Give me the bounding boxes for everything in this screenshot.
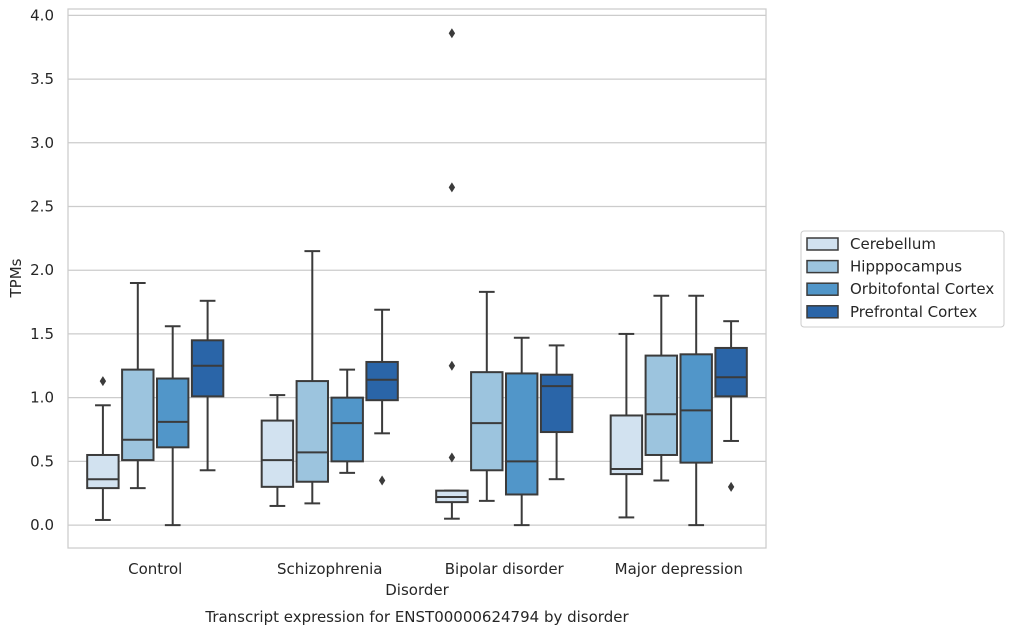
- iqr-box: [86, 453, 120, 490]
- y-tick-label: 4.0: [30, 6, 54, 24]
- legend-item: Orbitofontal Cortex: [806, 280, 994, 298]
- y-tick-labels: 0.0 0.5 1.0 1.5 2.0 2.5 3.0 3.5 4.0: [30, 6, 54, 534]
- x-axis-label: Disorder: [385, 581, 449, 599]
- y-tick-label: 3.5: [30, 70, 54, 88]
- box-prefrontal-cortex: [190, 299, 225, 472]
- legend-label: Orbitofontal Cortex: [850, 280, 994, 298]
- legend-item: Cerebellum: [806, 235, 936, 253]
- box-cerebellum: [260, 394, 295, 507]
- x-tick-label: Major depression: [615, 560, 743, 578]
- y-tick-label: 2.5: [30, 198, 54, 216]
- box-hipppocampus: [644, 294, 679, 482]
- legend-label: Cerebellum: [850, 235, 936, 253]
- outlier-point: [448, 28, 456, 39]
- y-tick-label: 1.0: [30, 389, 54, 407]
- iqr-box: [609, 414, 644, 476]
- box-prefrontal-cortex: [714, 320, 748, 492]
- box-prefrontal-cortex: [365, 308, 399, 486]
- legend: Cerebellum Hipppocampus Orbitofontal Corte…: [800, 230, 1005, 328]
- box-orbitofontal-cortex: [504, 336, 539, 527]
- y-tick-label: 2.0: [30, 261, 54, 279]
- outlier-point: [448, 452, 456, 463]
- box-hipppocampus: [121, 281, 155, 490]
- y-tick-label: 0.5: [30, 452, 54, 470]
- box-hipppocampus: [295, 250, 330, 505]
- iqr-box: [714, 346, 748, 398]
- box-cerebellum: [86, 376, 120, 521]
- y-tick-label: 0.0: [30, 516, 54, 534]
- iqr-box: [295, 380, 330, 483]
- legend-swatch: [806, 259, 839, 274]
- legend-swatch: [806, 237, 839, 251]
- legend-swatch: [806, 282, 839, 296]
- box-cerebellum: [609, 332, 644, 519]
- iqr-box: [330, 396, 364, 463]
- iqr-box: [644, 354, 679, 456]
- box-cerebellum: [435, 28, 469, 520]
- outlier-point: [99, 376, 107, 387]
- iqr-box: [470, 371, 504, 472]
- outlier-point: [448, 360, 456, 371]
- x-tick-label: Bipolar disorder: [445, 560, 565, 578]
- x-tick-labels: Control Schizophrenia Bipolar disorder Majo…: [128, 560, 743, 578]
- box-orbitofontal-cortex: [155, 325, 190, 527]
- iqr-box: [155, 377, 190, 449]
- box-orbitofontal-cortex: [679, 294, 713, 527]
- y-axis-label: TPMs: [7, 258, 25, 298]
- plot-frame: [67, 8, 767, 549]
- y-tick-label: 3.0: [30, 134, 54, 152]
- x-tick-label: Control: [128, 560, 182, 578]
- legend-item: Prefrontal Cortex: [806, 303, 977, 321]
- chart-caption: Transcript expression for ENST0000062479…: [204, 608, 629, 626]
- box-hipppocampus: [470, 290, 504, 502]
- legend-swatch: [806, 305, 839, 319]
- legend-frame: [800, 230, 1005, 328]
- y-tick-label: 1.5: [30, 325, 54, 343]
- iqr-box: [504, 372, 539, 496]
- box-prefrontal-cortex: [539, 344, 574, 481]
- iqr-box: [365, 360, 399, 402]
- box-plot-area: [86, 28, 748, 527]
- outlier-point: [448, 182, 456, 193]
- outlier-point: [727, 481, 735, 492]
- outlier-point: [378, 475, 386, 486]
- iqr-box: [679, 353, 713, 464]
- iqr-box: [260, 419, 295, 488]
- legend-item: Hipppocampus: [806, 258, 962, 276]
- legend-label: Prefrontal Cortex: [850, 303, 977, 321]
- x-tick-label: Schizophrenia: [277, 560, 382, 578]
- legend-label: Hipppocampus: [850, 258, 962, 276]
- iqr-box: [539, 373, 574, 434]
- iqr-box: [190, 339, 225, 398]
- box-orbitofontal-cortex: [330, 368, 364, 474]
- iqr-box: [121, 368, 155, 462]
